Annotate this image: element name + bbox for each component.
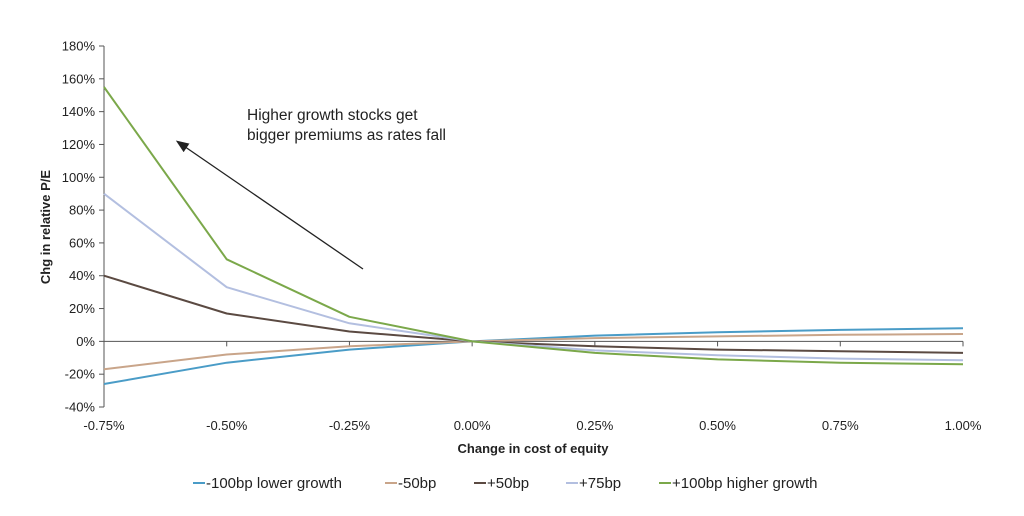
x-tick-label: -0.50% bbox=[206, 418, 248, 433]
x-tick-label: 0.50% bbox=[699, 418, 736, 433]
y-tick-label: -40% bbox=[65, 400, 96, 415]
y-axis-title: Chg in relative P/E bbox=[38, 170, 53, 284]
y-tick-label: 80% bbox=[69, 203, 95, 218]
series-line-4 bbox=[103, 192, 964, 362]
x-axis-title: Change in cost of equity bbox=[458, 441, 610, 456]
y-tick-label: 60% bbox=[69, 235, 95, 250]
legend-label-5: +100bp higher growth bbox=[672, 475, 818, 492]
y-tick-label: 160% bbox=[62, 71, 96, 86]
series-line-2 bbox=[103, 333, 964, 371]
x-tick-label: 0.25% bbox=[576, 418, 613, 433]
series-line-1 bbox=[103, 327, 964, 385]
y-tick-label: 140% bbox=[62, 104, 96, 119]
series-line-3 bbox=[103, 274, 964, 354]
y-tick-label: 100% bbox=[62, 170, 96, 185]
series-line-5 bbox=[103, 86, 964, 366]
y-tick-label: 180% bbox=[62, 39, 96, 54]
annotation-arrow bbox=[175, 140, 364, 270]
legend-label-3: +50bp bbox=[487, 475, 529, 492]
annotation-line-2: bigger premiums as rates fall bbox=[247, 127, 446, 144]
x-tick-label: -0.75% bbox=[83, 418, 125, 433]
annotation-line-1: Higher growth stocks get bbox=[247, 107, 418, 124]
y-tick-label: 0% bbox=[76, 334, 95, 349]
y-tick-label: 20% bbox=[69, 301, 95, 316]
x-tick-label: 0.00% bbox=[454, 418, 491, 433]
y-tick-label: -20% bbox=[65, 367, 96, 382]
legend-label-2: -50bp bbox=[398, 475, 436, 492]
y-tick-label: 120% bbox=[62, 137, 96, 152]
y-tick-label: 40% bbox=[69, 268, 95, 283]
legend-label-1: -100bp lower growth bbox=[206, 475, 342, 492]
legend: -100bp lower growth -50bp +50bp +75bp +100bp… bbox=[193, 475, 818, 492]
x-tick-label: -0.25% bbox=[329, 418, 371, 433]
x-tick-label: 0.75% bbox=[822, 418, 859, 433]
x-tick-label: 1.00% bbox=[945, 418, 982, 433]
legend-label-4: +75bp bbox=[579, 475, 621, 492]
